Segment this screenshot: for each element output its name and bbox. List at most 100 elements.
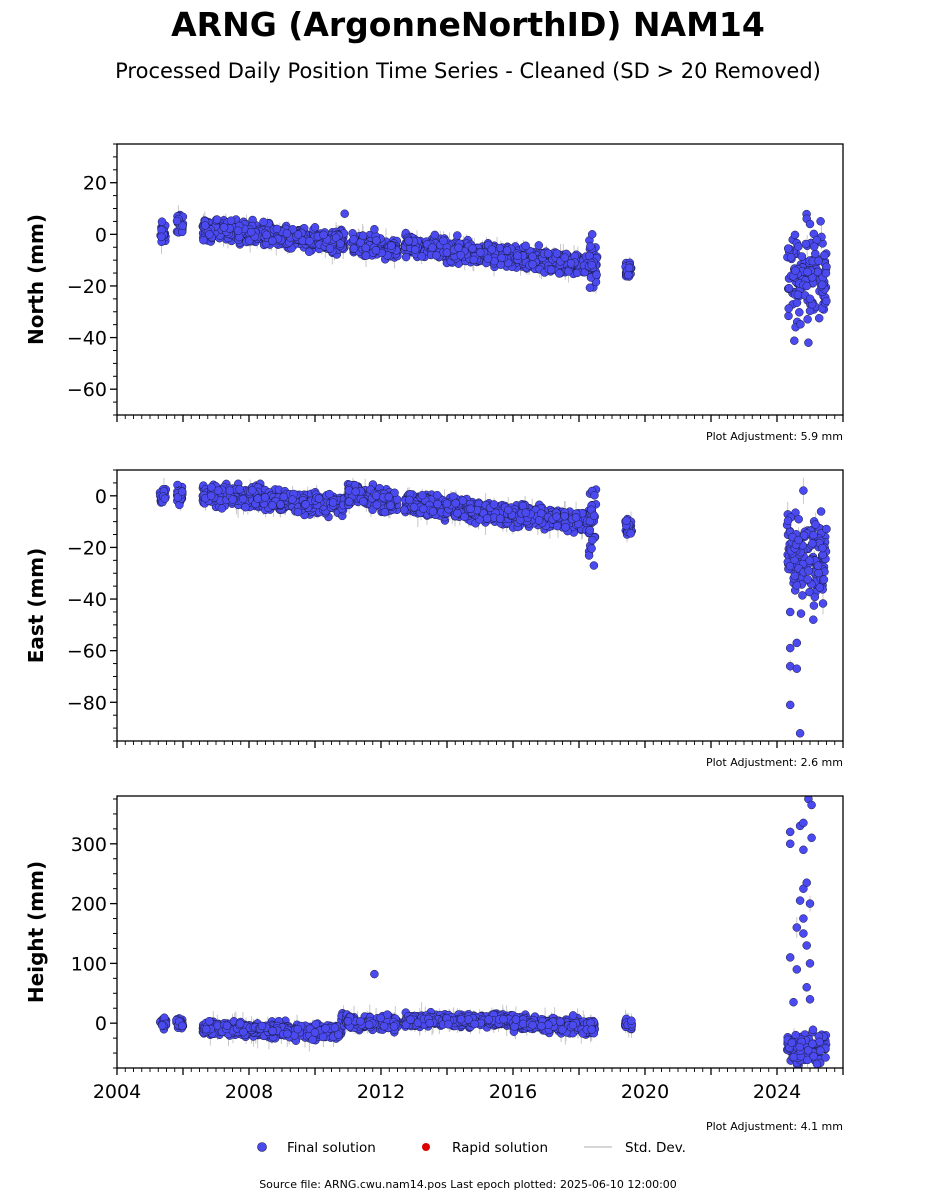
panel-1-ylabel: North (mm): [24, 214, 48, 345]
final-solution-point: [456, 250, 466, 260]
final-solution-point: [370, 224, 379, 234]
final-solution-point: [792, 581, 801, 590]
final-solution-point: [798, 591, 807, 600]
final-solution-point: [785, 607, 795, 617]
final-solution-point: [790, 230, 800, 240]
final-solution-point: [813, 267, 822, 277]
final-solution-point: [817, 280, 827, 290]
panel-2-ylabel: East (mm): [24, 548, 48, 664]
final-solution-point: [293, 507, 303, 517]
final-solution-point: [784, 283, 794, 293]
final-solution-point: [308, 1035, 317, 1044]
final-solution-point: [343, 1016, 353, 1026]
final-solution-point: [384, 492, 394, 502]
final-solution-point: [383, 1010, 392, 1019]
panel-2-final-solution: [155, 479, 831, 738]
final-solution-point: [460, 512, 469, 522]
final-solution-point: [786, 253, 796, 262]
y-tick-label: −60: [67, 379, 107, 401]
final-solution-point: [796, 609, 806, 618]
final-solution-point: [589, 511, 599, 521]
final-solution-point: [587, 260, 597, 270]
final-solution-point: [331, 233, 341, 242]
final-solution-point: [410, 245, 420, 254]
panel-1-y-axis: 20 0 −20 −40 −60: [67, 143, 117, 416]
panel-3-points: [155, 796, 831, 1068]
final-solution-point: [571, 513, 581, 522]
final-solution-point: [212, 215, 222, 224]
y-tick-label: −80: [67, 692, 107, 714]
final-solution-point: [803, 575, 813, 584]
panel-2-points: [155, 477, 831, 738]
final-solution-point: [301, 500, 310, 509]
final-solution-point: [372, 500, 382, 510]
final-solution-point: [405, 495, 414, 505]
final-solution-point: [624, 270, 633, 280]
final-solution-point: [268, 501, 277, 510]
final-solution-point: [233, 226, 243, 235]
final-solution-point: [801, 239, 811, 249]
final-solution-point: [792, 664, 802, 673]
panel-3-final-solution: [155, 796, 831, 1068]
final-solution-point: [454, 243, 463, 253]
final-solution-point: [178, 221, 187, 231]
final-solution-point: [784, 311, 793, 321]
final-solution-point: [561, 522, 570, 532]
final-solution-point: [404, 236, 413, 246]
final-solution-point: [451, 498, 460, 508]
figure-title: ARNG (ArgonneNorthID) NAM14: [171, 5, 765, 44]
final-solution-point: [592, 270, 601, 280]
final-solution-point: [809, 615, 818, 624]
final-solution-point: [177, 487, 187, 496]
final-solution-point: [821, 268, 831, 278]
final-solution-point: [328, 498, 338, 507]
final-solution-point: [586, 242, 595, 251]
final-solution-point: [279, 492, 289, 502]
panel-2-y-axis: 0 −20 −40 −60 −80: [67, 469, 117, 742]
final-solution-point: [793, 290, 803, 300]
y-tick-label: −20: [67, 537, 107, 559]
final-solution-point: [428, 507, 438, 516]
final-solution-point: [325, 489, 334, 499]
final-solution-point: [566, 259, 576, 268]
final-solution-point: [361, 243, 371, 253]
final-solution-point: [811, 249, 820, 259]
final-solution-point: [401, 252, 411, 262]
final-solution-point: [785, 561, 795, 571]
final-solution-point: [810, 592, 820, 602]
final-solution-point: [587, 544, 596, 553]
final-solution-point: [585, 526, 594, 535]
final-solution-point: [351, 487, 360, 496]
final-solution-point: [818, 599, 828, 608]
final-solution-point: [808, 539, 817, 548]
final-solution-point: [248, 486, 257, 495]
final-solution-point: [822, 524, 831, 534]
final-solution-point: [417, 490, 427, 500]
final-solution-point: [587, 230, 597, 239]
final-solution-point: [319, 230, 328, 240]
final-solution-point: [409, 503, 419, 512]
final-solution-point: [288, 225, 298, 234]
final-solution-point: [430, 230, 440, 240]
final-solution-point: [340, 209, 349, 218]
final-solution-point: [814, 256, 823, 266]
final-solution-point: [205, 230, 214, 239]
final-solution-point: [376, 1013, 385, 1023]
panel-3-std-dev: [161, 895, 826, 1068]
final-solution-point: [552, 512, 561, 521]
final-solution-point: [442, 248, 452, 257]
final-solution-point: [235, 485, 244, 494]
final-solution-point: [487, 245, 497, 254]
final-solution-point: [219, 223, 229, 232]
final-solution-point: [521, 508, 531, 518]
final-solution-point: [790, 571, 800, 581]
y-tick-label: −40: [67, 328, 107, 350]
final-solution-point: [804, 566, 813, 575]
panels: 20 0 −20 −40 −60 North (mm) Plot Adjustment: 5…: [24, 143, 844, 1133]
final-solution-point: [433, 499, 442, 509]
final-solution-point: [428, 243, 437, 252]
final-solution-point: [590, 491, 599, 500]
final-solution-point: [318, 1032, 328, 1042]
final-solution-point: [816, 507, 826, 516]
